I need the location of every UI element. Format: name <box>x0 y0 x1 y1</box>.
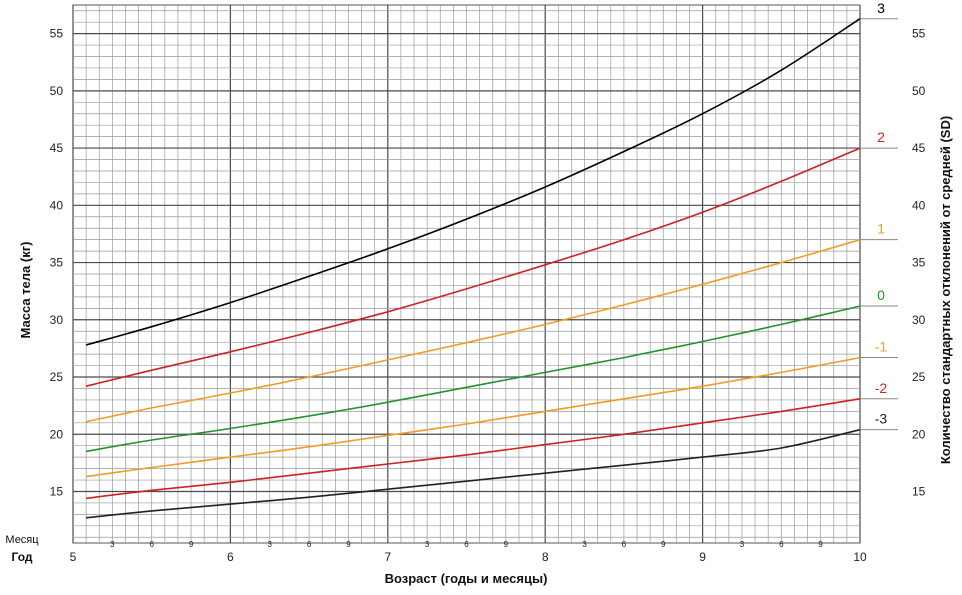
y-tick-label: 20 <box>50 427 64 441</box>
sd-label-text: 3 <box>877 0 885 16</box>
series-line-sd-1 <box>85 238 861 423</box>
series-line-sd--2 <box>85 398 861 500</box>
series-line-sd-2 <box>85 147 861 387</box>
y-tick-label: 15 <box>50 484 64 498</box>
series-line-sd--1 <box>85 356 861 478</box>
series-lines <box>85 18 861 519</box>
series-line-sd-3 <box>85 18 861 346</box>
y-axis-right-title: Количество стандартных отклонений от сре… <box>938 116 953 464</box>
y-tick-label: 50 <box>50 84 64 98</box>
y-axis-title: Масса тела (кг) <box>18 242 33 339</box>
y-tick-label-right: 20 <box>912 427 926 441</box>
y-tick-label: 40 <box>50 198 64 212</box>
x-axis-title: Возраст (годы и месяцы) <box>385 571 548 586</box>
x-month-tick-label: 9 <box>818 540 823 549</box>
y-tick-label: 25 <box>50 370 64 384</box>
sd-label-text: -1 <box>875 339 888 355</box>
x-month-tick-label: 9 <box>661 540 666 549</box>
x-month-tick-label: 6 <box>464 540 469 549</box>
sd-labels: 3 2 1 0 -1 -2 -3 <box>860 0 898 431</box>
y-tick-label-right: 45 <box>912 141 926 155</box>
y-tick-label: 55 <box>50 27 64 41</box>
x-month-tick-label: 3 <box>425 540 430 549</box>
y-tick-label-right: 30 <box>912 313 926 327</box>
x-month-tick-label: 6 <box>307 540 312 549</box>
x-month-tick-label: 9 <box>189 540 194 549</box>
x-year-tick-label: 5 <box>70 550 77 564</box>
sd-label-text: 0 <box>877 287 885 303</box>
x-year-tick-label: 8 <box>542 550 549 564</box>
y-axis-left-ticks: 15 20 25 30 35 40 45 50 55 <box>50 27 64 499</box>
x-axis-ticks: 5 6 7 8 9 10 3 6 9 3 6 9 3 6 9 3 6 9 3 6 9 <box>70 540 867 564</box>
y-tick-label-right: 35 <box>912 256 926 270</box>
chart-grid <box>72 4 861 544</box>
y-tick-label-right: 15 <box>912 484 926 498</box>
month-row-label: Месяц <box>5 534 39 546</box>
sd-label-text: 1 <box>877 221 885 237</box>
year-row-label: Год <box>12 550 33 564</box>
x-year-tick-label: 7 <box>384 550 391 564</box>
sd-label-text: 2 <box>877 129 885 145</box>
x-month-tick-label: 6 <box>779 540 784 549</box>
y-tick-label-right: 50 <box>912 84 926 98</box>
series-line-sd-0 <box>85 305 861 453</box>
y-axis-right-ticks: 15 20 25 30 35 40 45 50 55 <box>912 27 926 499</box>
x-year-tick-label: 6 <box>227 550 234 564</box>
x-month-tick-label: 9 <box>504 540 509 549</box>
y-tick-label-right: 55 <box>912 27 926 41</box>
x-month-tick-label: 3 <box>268 540 273 549</box>
x-month-tick-label: 3 <box>740 540 745 549</box>
y-tick-label-right: 25 <box>912 370 926 384</box>
x-month-tick-label: 9 <box>346 540 351 549</box>
x-month-tick-label: 3 <box>110 540 115 549</box>
x-month-tick-label: 6 <box>149 540 154 549</box>
y-tick-label-right: 40 <box>912 198 926 212</box>
x-month-tick-label: 6 <box>622 540 627 549</box>
series-line-sd--3 <box>86 428 861 519</box>
y-tick-label: 30 <box>50 313 64 327</box>
sd-label-text: -3 <box>875 411 888 427</box>
x-year-tick-label: 10 <box>853 550 867 564</box>
x-month-tick-label: 3 <box>582 540 587 549</box>
x-year-tick-label: 9 <box>699 550 706 564</box>
sd-label-text: -2 <box>875 380 888 396</box>
y-tick-label: 45 <box>50 141 64 155</box>
y-tick-label: 35 <box>50 256 64 270</box>
